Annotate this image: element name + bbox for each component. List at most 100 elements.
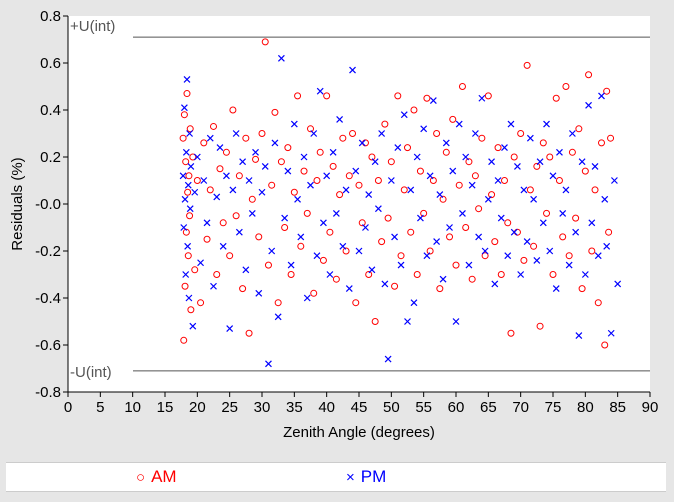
am-point [449,115,457,123]
x-tick-label: 30 [254,399,271,416]
am-point [591,186,599,194]
pm-point [332,209,340,217]
pm-point [284,167,292,175]
am-point [316,148,324,156]
am-point [504,219,512,227]
pm-point [313,252,321,260]
pm-point [277,54,285,62]
pm-point [265,360,272,368]
x-axis-label: Zenith Angle (degrees) [283,424,435,441]
am-point [197,299,205,307]
am-point [452,261,460,269]
legend: ○ AM × PM [6,462,666,492]
pm-point [526,134,534,142]
am-point [242,134,250,142]
am-point [303,209,311,217]
am-point [565,252,573,260]
pm-point [436,191,444,199]
am-point [200,139,208,147]
am-point [180,336,188,344]
am-point [601,341,609,349]
am-point [533,162,541,170]
pm-point [294,195,301,203]
pm-point [417,214,424,222]
am-point [520,256,528,264]
pm-point [611,177,618,184]
am-point [439,195,447,203]
x-tick-label: 25 [221,399,238,416]
pm-point [478,94,486,102]
y-tick-label: -0.2 [35,243,61,260]
pm-point [182,148,190,156]
am-point [416,167,424,175]
pm-point [223,172,230,180]
pm-point [607,329,615,337]
pm-point [186,130,193,137]
am-point [307,125,314,133]
am-point [235,172,243,180]
am-point [294,92,302,100]
am-point [182,228,190,236]
pm-point [578,158,586,166]
pm-point [407,186,415,194]
pm-point [381,280,389,288]
am-point [572,214,580,222]
pm-point [426,172,434,180]
am-point [594,299,602,307]
am-point [426,247,434,255]
am-point [585,71,593,79]
am-point [394,92,402,100]
pm-point [245,177,253,184]
x-tick-label: 65 [480,399,497,416]
pm-point [320,219,327,227]
pm-point [336,115,344,123]
x-tick-label: 0 [64,399,72,416]
am-point [271,108,279,116]
pm-point [181,195,189,203]
pm-point [300,153,308,161]
pm-point [193,153,201,161]
y-tick-label: 0.2 [40,149,61,166]
reference-line-label: -U(int) [70,364,112,381]
am-point [183,90,191,98]
am-point [355,181,363,189]
am-point [523,61,531,69]
am-point [264,261,272,269]
am-point [189,153,197,161]
am-point [219,219,227,227]
am-point [488,191,496,199]
am-point [290,188,298,196]
am-point [222,148,230,156]
pm-point [413,153,421,161]
pm-point [226,325,234,332]
am-point [248,195,256,203]
am-point [185,172,193,180]
pm-point [594,252,602,260]
am-point [261,38,269,46]
am-point [530,242,538,250]
am-point [484,92,492,100]
pm-point [533,256,541,264]
pm-point [365,191,373,199]
am-point [598,139,605,147]
pm-point [261,162,269,170]
pm-point [494,177,502,184]
am-point [213,271,221,278]
am-point [182,158,190,166]
x-tick-label: 35 [286,399,303,416]
circle-marker-icon: ○ [136,468,146,486]
pm-point [180,104,188,112]
pm-point [326,271,334,278]
am-point [510,153,518,161]
am-point [339,134,347,142]
am-point [268,181,276,189]
pm-point [559,209,567,217]
pm-point [603,242,611,250]
x-tick-label: 80 [577,399,594,416]
am-point [358,219,366,227]
am-point [420,209,428,217]
x-tick-label: 10 [124,399,141,416]
chart-area: +U(int) -U(int) 0.8 0.6 0.4 0.2 -0.0 -0.2 -0.4 -… [9,8,658,441]
pm-point [562,186,570,194]
pm-point [468,181,476,189]
